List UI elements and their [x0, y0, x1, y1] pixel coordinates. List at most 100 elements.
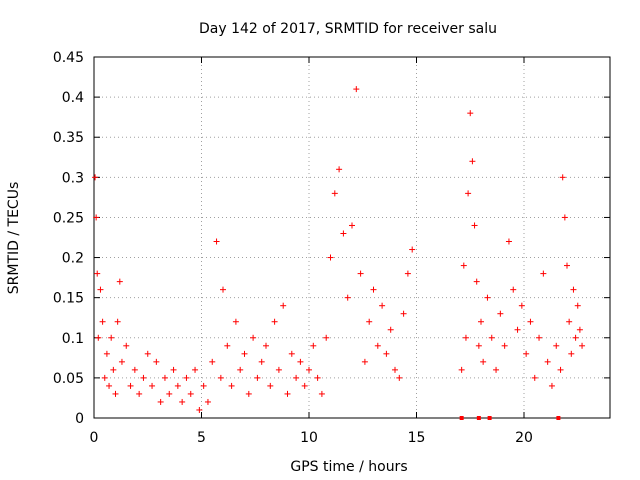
x-axis-label: GPS time / hours — [290, 459, 407, 475]
data-point — [473, 278, 480, 285]
data-point — [409, 246, 416, 253]
data-point — [497, 310, 504, 317]
data-point — [353, 86, 360, 93]
y-tick-label: 0.05 — [53, 371, 84, 387]
data-point — [540, 270, 547, 277]
data-point — [196, 406, 203, 413]
zero-value-marker — [476, 416, 481, 420]
data-point — [361, 358, 368, 365]
data-point — [544, 358, 551, 365]
grid-lines — [94, 57, 610, 418]
y-tick-label: 0.35 — [53, 130, 84, 146]
y-axis-ticks: 0 0.05 0.1 0.15 0.2 0.25 0.3 0.35 0.4 0.45 — [53, 50, 610, 427]
x-tick-label: 15 — [408, 430, 426, 446]
x-tick-label: 0 — [90, 430, 99, 446]
data-point — [140, 374, 147, 381]
data-point — [258, 358, 265, 365]
y-tick-label: 0.45 — [53, 50, 84, 66]
data-point — [349, 222, 355, 229]
data-point — [93, 214, 100, 221]
data-point — [153, 358, 160, 365]
data-point — [112, 390, 119, 397]
y-tick-label: 0.2 — [62, 251, 84, 267]
data-point — [267, 382, 274, 389]
data-point — [357, 270, 364, 277]
data-point — [366, 318, 373, 325]
data-point — [387, 326, 394, 333]
y-tick-label: 0.25 — [53, 210, 84, 226]
data-point — [574, 302, 581, 309]
data-point — [484, 294, 491, 301]
data-point — [200, 382, 207, 389]
y-tick-label: 0.15 — [53, 291, 84, 307]
data-point — [471, 222, 478, 229]
data-point — [383, 350, 390, 357]
data-point — [306, 366, 312, 373]
data-point — [379, 302, 386, 309]
data-point — [284, 390, 291, 397]
data-point — [204, 398, 211, 405]
data-point — [458, 366, 465, 373]
data-point — [323, 334, 330, 341]
x-axis-ticks: 0 5 10 15 20 — [90, 57, 533, 446]
data-point — [566, 318, 573, 325]
y-axis-label: SRMTID / TECUs — [6, 182, 22, 295]
zero-value-marker — [487, 416, 492, 420]
plot-frame — [93, 56, 611, 419]
data-point — [460, 262, 467, 269]
data-point — [114, 318, 121, 325]
data-point — [103, 350, 110, 357]
data-point — [467, 110, 474, 117]
data-point — [94, 270, 101, 277]
data-point — [478, 318, 484, 325]
data-point — [557, 366, 564, 373]
data-point — [404, 270, 411, 277]
data-point — [123, 342, 130, 349]
data-point — [275, 366, 282, 373]
data-point — [254, 374, 261, 381]
data-point — [344, 294, 351, 301]
data-point — [327, 254, 334, 261]
data-point — [531, 374, 538, 381]
data-point — [331, 190, 338, 197]
data-point — [314, 374, 321, 381]
data-point — [280, 302, 287, 309]
data-point — [209, 358, 216, 365]
data-point — [572, 334, 579, 341]
data-point — [493, 366, 500, 373]
data-point — [250, 334, 257, 341]
data-point — [310, 342, 317, 349]
x-tick-label: 5 — [197, 430, 206, 446]
data-point — [527, 318, 534, 325]
data-point — [144, 350, 151, 357]
data-point — [224, 342, 231, 349]
y-tick-label: 0.3 — [62, 170, 84, 186]
data-point — [501, 342, 508, 349]
data-point — [110, 366, 117, 373]
data-point — [392, 366, 398, 373]
data-point — [92, 174, 99, 181]
data-point — [559, 174, 566, 181]
data-point — [336, 166, 343, 173]
data-point — [518, 302, 525, 309]
zero-value-marker — [459, 416, 464, 420]
data-point — [480, 358, 487, 365]
data-point — [157, 398, 164, 405]
data-point — [237, 366, 244, 373]
data-point — [271, 318, 278, 325]
data-point — [370, 286, 377, 293]
data-point — [187, 390, 194, 397]
data-point — [462, 334, 469, 341]
data-point — [95, 334, 102, 341]
data-point — [548, 382, 555, 389]
data-point — [469, 158, 476, 165]
data-point — [101, 374, 108, 381]
data-point — [108, 334, 115, 341]
data-point — [301, 382, 308, 389]
data-point — [523, 350, 530, 357]
data-point — [213, 238, 220, 245]
data-point — [183, 374, 190, 381]
data-point — [400, 310, 407, 317]
data-point — [116, 278, 123, 285]
